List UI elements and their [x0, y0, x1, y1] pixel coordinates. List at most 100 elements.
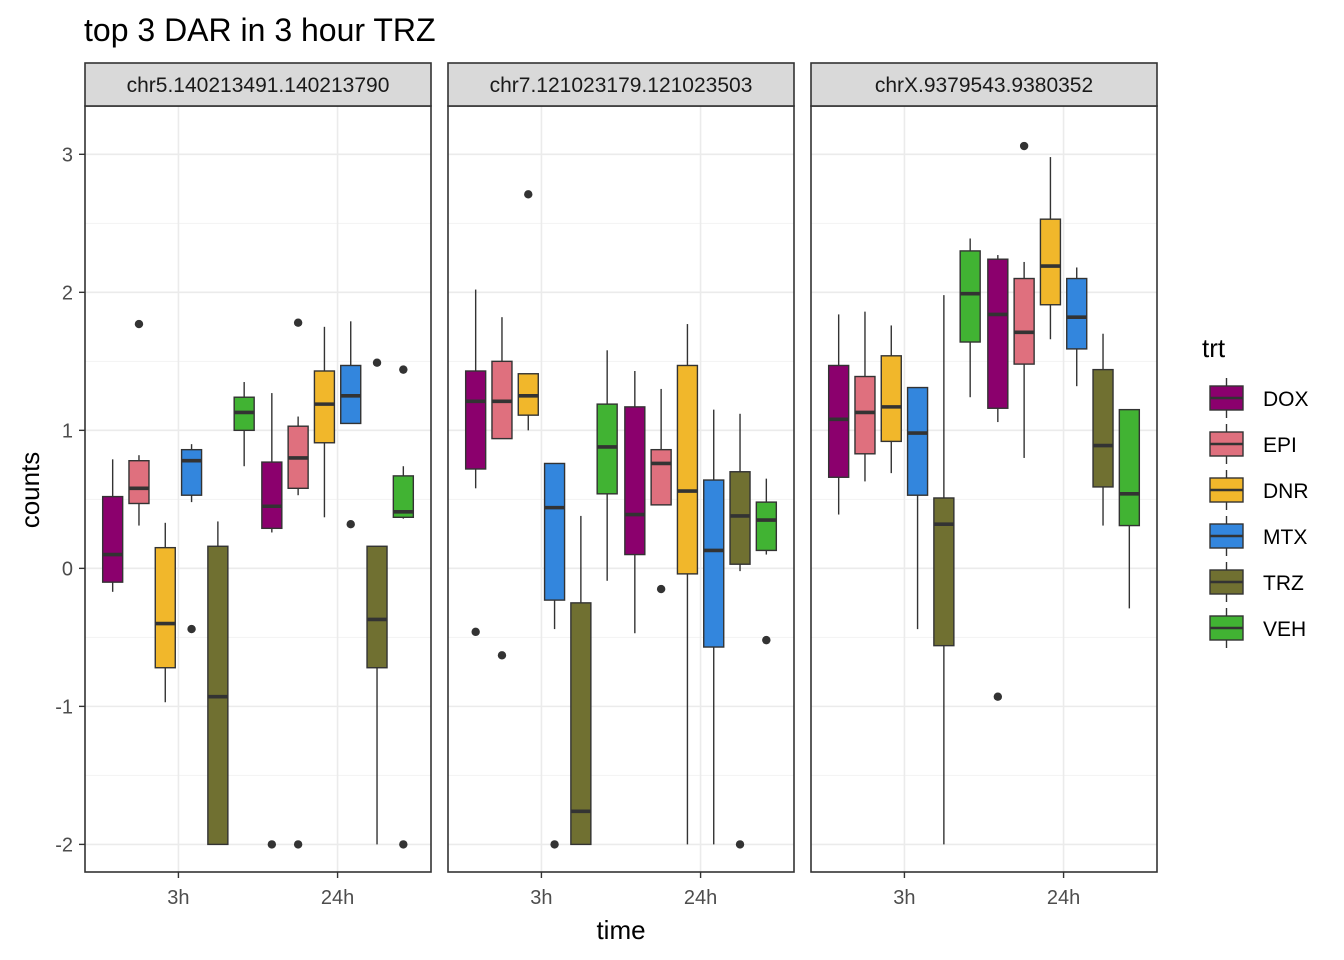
outlier-point	[399, 365, 408, 374]
x-tick-label: 3h	[893, 887, 915, 909]
box-dnr-3h	[154, 522, 176, 703]
box-body	[1039, 218, 1062, 306]
box-mtx-24h	[1066, 267, 1088, 387]
panel-background	[811, 106, 1157, 872]
box-dox-24h	[624, 370, 646, 634]
box-body	[154, 546, 176, 669]
legend-item-trz: TRZ	[1209, 562, 1304, 602]
strip-background	[84, 62, 432, 107]
outlier-point	[1019, 141, 1029, 151]
box-veh-3h	[596, 350, 618, 581]
box-body	[596, 403, 618, 495]
outlier-point	[293, 318, 303, 327]
box-body	[906, 386, 929, 496]
chart-title: top 3 DAR in 3 hour TRZ	[84, 12, 436, 48]
legend-label: VEH	[1263, 618, 1306, 641]
box-body	[261, 461, 283, 530]
box-veh-3h	[233, 382, 255, 467]
box-dox-3h	[827, 314, 850, 515]
box-body	[464, 370, 487, 470]
box-body	[570, 602, 592, 846]
box-body	[1013, 277, 1035, 365]
legend-title: trt	[1202, 333, 1226, 363]
box-body	[366, 545, 388, 669]
box-dox-24h	[987, 255, 1009, 701]
box-body	[676, 364, 699, 575]
strip-label: chrX.9379543.9380352	[875, 74, 1093, 97]
box-body	[959, 250, 981, 343]
x-tick-label: 24h	[321, 887, 354, 909]
box-body	[1066, 277, 1088, 350]
box-body	[650, 448, 672, 506]
box-dnr-24h	[676, 324, 699, 845]
box-veh-24h	[392, 365, 415, 849]
legend-label: DOX	[1263, 388, 1309, 411]
box-body	[128, 460, 150, 505]
box-trz-3h	[570, 515, 592, 846]
outlier-point	[134, 319, 144, 329]
box-body	[729, 471, 751, 565]
box-body	[1118, 408, 1141, 527]
box-body	[987, 258, 1009, 409]
legend-item-epi: EPI	[1209, 424, 1297, 464]
x-tick-label: 3h	[530, 887, 552, 909]
box-body	[543, 462, 566, 601]
box-dnr-24h	[1039, 157, 1062, 340]
legend-item-dox: DOX	[1209, 378, 1309, 418]
legend-label: DNR	[1263, 480, 1309, 503]
box-trz-24h	[1092, 333, 1114, 526]
box-mtx-3h	[906, 386, 929, 630]
x-tick-label: 3h	[167, 887, 189, 909]
box-body	[854, 375, 876, 455]
x-axis-title: time	[596, 915, 645, 945]
outlier-point	[993, 692, 1003, 701]
legend-item-dnr: DNR	[1209, 470, 1309, 510]
strip-label: chr5.140213491.140213790	[127, 74, 390, 97]
strip-label: chr7.121023179.121023503	[490, 74, 753, 97]
box-veh-24h	[1118, 408, 1141, 609]
box-trz-24h	[729, 413, 751, 849]
outlier-point	[372, 358, 382, 367]
y-tick-label: 3	[62, 144, 73, 166]
facet-panel-2: chr7.121023179.121023503 3h 24h	[447, 62, 795, 909]
box-trz-24h	[366, 358, 388, 845]
box-body	[827, 364, 850, 478]
box-dnr-3h	[517, 190, 539, 431]
box-dox-3h	[464, 289, 487, 637]
box-dnr-24h	[313, 326, 336, 518]
box-epi-3h	[854, 311, 876, 482]
outlier-point	[471, 627, 480, 637]
box-mtx-24h	[703, 409, 725, 845]
strip-background	[810, 62, 1158, 107]
legend-label: EPI	[1263, 434, 1297, 457]
outlier-point	[346, 519, 355, 529]
box-body	[624, 406, 646, 556]
box-epi-24h	[1013, 141, 1035, 458]
box-body	[313, 370, 336, 444]
facet-panel-1: chr5.140213491.140213790 3h 24h	[84, 62, 432, 909]
y-tick-label: 0	[62, 558, 73, 580]
legend-label: TRZ	[1263, 572, 1304, 595]
outlier-point	[550, 840, 559, 849]
box-trz-3h	[933, 295, 955, 845]
box-epi-24h	[287, 318, 309, 849]
legend-items: DOX EPI DNR MTX TRZ VEH	[1209, 378, 1309, 648]
legend: trt DOX EPI DNR MTX TRZ VEH	[1202, 333, 1309, 648]
strip-background	[447, 62, 795, 107]
x-tick-label: 24h	[684, 887, 717, 909]
y-tick-label: 2	[62, 282, 73, 304]
box-epi-24h	[650, 388, 672, 594]
outlier-point	[762, 635, 771, 645]
x-tick-label: 24h	[1047, 887, 1080, 909]
box-epi-3h	[491, 317, 513, 660]
box-body	[703, 479, 725, 648]
box-body	[101, 495, 124, 583]
box-mtx-3h	[180, 444, 203, 634]
box-body	[180, 448, 203, 496]
box-trz-3h	[207, 521, 229, 846]
box-dox-3h	[101, 459, 124, 592]
outlier-point	[187, 624, 196, 634]
box-dnr-3h	[880, 325, 902, 474]
box-body	[755, 501, 778, 552]
